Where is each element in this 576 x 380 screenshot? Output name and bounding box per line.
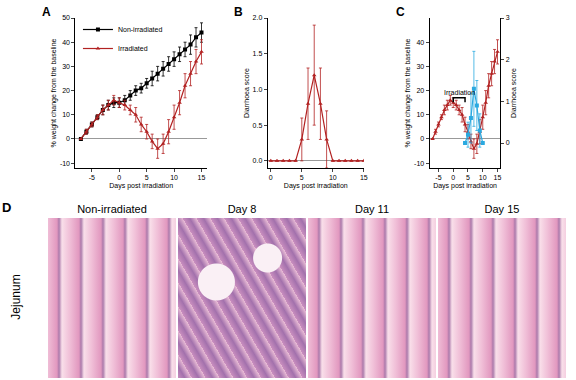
- svg-text:Days post irradiation: Days post irradiation: [284, 182, 348, 190]
- svg-text:0: 0: [117, 174, 121, 181]
- svg-text:0: 0: [451, 174, 455, 181]
- svg-text:Diarrhoea score: Diarrhoea score: [510, 68, 517, 118]
- svg-text:5: 5: [300, 174, 304, 181]
- html-text:Day 15: Day 15: [484, 203, 520, 215]
- svg-text:-5: -5: [435, 174, 441, 181]
- svg-text:10: 10: [329, 174, 337, 181]
- svg-text:3: 3: [506, 14, 510, 21]
- svg-text:0: 0: [269, 174, 273, 181]
- svg-text:2.0: 2.0: [253, 14, 263, 21]
- svg-text:Non-irradiated: Non-irradiated: [118, 26, 162, 33]
- svg-text:50: 50: [62, 14, 70, 21]
- svg-text:Irradiated: Irradiated: [118, 45, 148, 52]
- svg-text:Days post irradiation: Days post irradiation: [109, 182, 173, 190]
- svg-text:10: 10: [479, 174, 487, 181]
- svg-text:30: 30: [62, 63, 70, 70]
- svg-text:0: 0: [420, 135, 424, 142]
- svg-text:10: 10: [416, 111, 424, 118]
- svg-text:% weight change from the basel: % weight change from the baseline: [50, 38, 58, 147]
- svg-text:-5: -5: [89, 174, 95, 181]
- html-text:D: D: [2, 200, 12, 215]
- svg-text:10: 10: [170, 174, 178, 181]
- svg-text:% weight change from the basel: % weight change from the baseline: [404, 38, 412, 147]
- svg-text:-10: -10: [414, 160, 424, 167]
- svg-text:Irradiation: Irradiation: [444, 89, 475, 96]
- svg-text:40: 40: [62, 39, 70, 46]
- svg-text:40: 40: [416, 39, 424, 46]
- svg-text:0.5: 0.5: [253, 122, 263, 129]
- svg-text:0: 0: [506, 139, 510, 146]
- svg-text:10: 10: [62, 111, 70, 118]
- svg-text:1: 1: [506, 98, 510, 105]
- svg-text:1.0: 1.0: [253, 86, 263, 93]
- html-text:Day 11: Day 11: [355, 203, 389, 215]
- svg-text:C: C: [396, 5, 405, 19]
- svg-text:30: 30: [416, 63, 424, 70]
- svg-text:0: 0: [66, 135, 70, 142]
- svg-text:15: 15: [198, 174, 206, 181]
- svg-text:5: 5: [466, 174, 470, 181]
- svg-text:20: 20: [416, 87, 424, 94]
- svg-text:A: A: [42, 5, 51, 19]
- svg-text:20: 20: [62, 87, 70, 94]
- svg-text:B: B: [234, 5, 243, 19]
- svg-text:5: 5: [145, 174, 149, 181]
- svg-text:-10: -10: [60, 160, 70, 167]
- svg-text:2: 2: [506, 56, 510, 63]
- html-text:Non-irradiated: Non-irradiated: [77, 203, 147, 215]
- html-text:Day 8: Day 8: [227, 203, 257, 215]
- html-text:Jejunum: Jejunum: [9, 274, 23, 320]
- svg-text:1.5: 1.5: [253, 50, 263, 57]
- svg-text:Diarrhoea score: Diarrhoea score: [243, 68, 250, 118]
- svg-text:15: 15: [360, 174, 368, 181]
- svg-text:0.0: 0.0: [253, 157, 263, 164]
- svg-text:15: 15: [494, 174, 502, 181]
- svg-text:Days post irradiation: Days post irradiation: [433, 182, 497, 190]
